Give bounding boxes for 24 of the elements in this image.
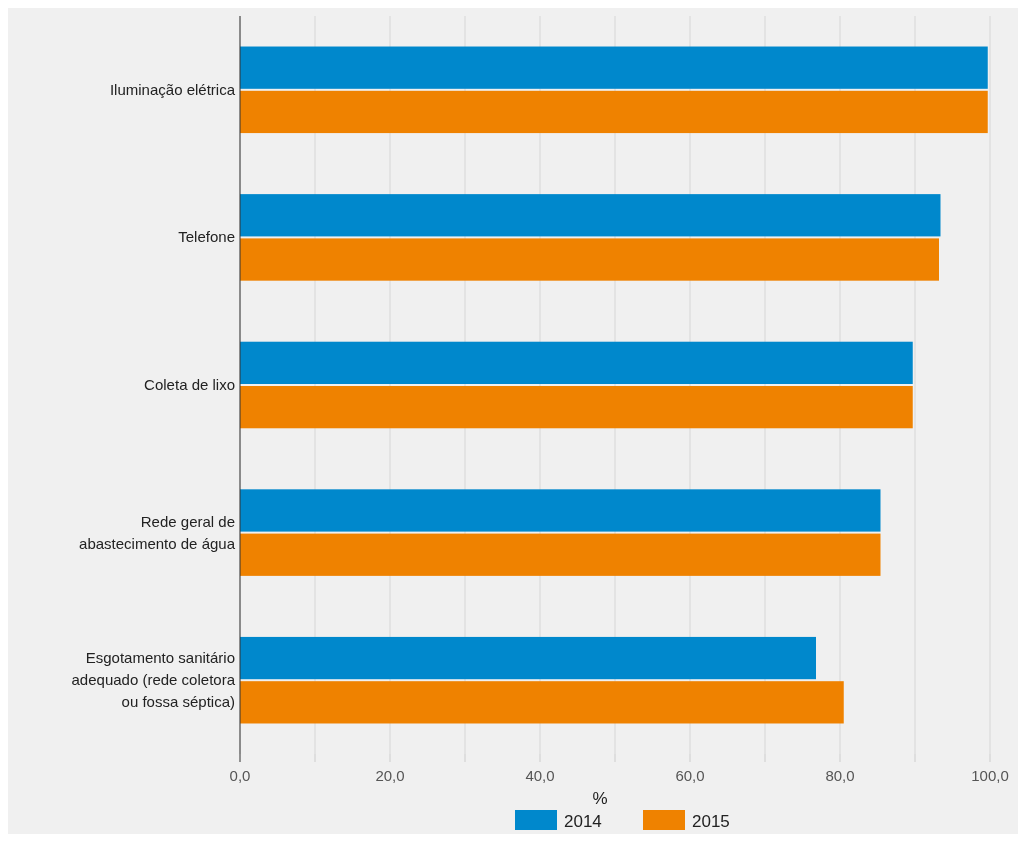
x-tick-label: 100,0 (971, 767, 1009, 784)
x-tick-label: 20,0 (375, 767, 405, 784)
bar (240, 238, 939, 281)
bar (240, 341, 913, 384)
bar (240, 533, 881, 576)
x-tick-label: 80,0 (825, 767, 855, 784)
x-tick-label: 0,0 (229, 767, 251, 784)
legend-label: 2015 (692, 812, 730, 831)
x-tick-label: 60,0 (675, 767, 705, 784)
x-tick-label: 40,0 (525, 767, 555, 784)
y-tick-label: Coleta de lixo (144, 376, 235, 393)
legend-label: 2014 (564, 812, 602, 831)
y-tick-label: Telefone (178, 228, 235, 246)
bar (240, 681, 844, 724)
y-tick-label: Rede geral de abastecimento de água (79, 512, 236, 552)
y-tick-label: Iluminação elétrica (109, 80, 236, 98)
y-tick-label: Esgotamento sanitário adequado (rede coletora ou fossa séptica) (71, 649, 236, 711)
bar (240, 90, 988, 134)
bar (240, 194, 941, 237)
bar (240, 386, 913, 429)
bar (240, 46, 988, 89)
x-axis-title: % (592, 789, 608, 808)
bar (240, 636, 816, 680)
bar (240, 489, 881, 532)
